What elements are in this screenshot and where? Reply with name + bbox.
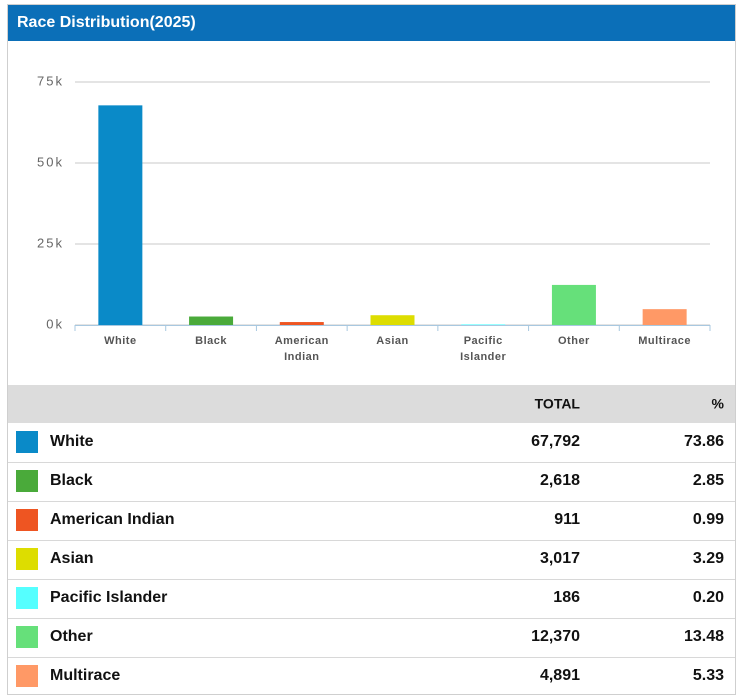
total-header: TOTAL	[535, 396, 581, 412]
row-name: Other	[50, 628, 93, 645]
row-total: 67,792	[531, 433, 580, 450]
legend-swatch	[16, 587, 38, 609]
bar	[642, 309, 687, 325]
bar	[370, 315, 415, 325]
x-tick-label: Pacific Islander	[460, 335, 506, 363]
bar	[98, 105, 143, 326]
row-name: Asian	[50, 550, 94, 567]
x-tick-label: White	[104, 335, 136, 347]
row-total: 2,618	[540, 472, 580, 489]
y-tick-label: 0k	[46, 316, 64, 331]
row-name: American Indian	[50, 511, 174, 528]
row-total: 911	[554, 511, 580, 528]
y-tick-label: 75k	[37, 73, 64, 88]
bar	[551, 284, 596, 325]
percent-header: %	[712, 396, 725, 412]
table-header	[8, 385, 735, 423]
x-tick-label: American Indian	[275, 335, 329, 363]
legend-swatch	[16, 509, 38, 531]
header-bar	[8, 5, 735, 41]
row-percent: 5.33	[693, 667, 724, 684]
x-tick-label: Multirace	[638, 335, 691, 347]
legend-swatch	[16, 470, 38, 492]
legend-swatch	[16, 665, 38, 687]
legend-swatch	[16, 626, 38, 648]
x-tick-label: Black	[195, 335, 227, 347]
row-name: White	[50, 433, 94, 450]
row-total: 3,017	[540, 550, 580, 567]
row-percent: 0.20	[693, 589, 724, 606]
y-tick-label: 25k	[37, 235, 64, 250]
legend-swatch	[16, 431, 38, 453]
row-name: Pacific Islander	[50, 589, 167, 606]
bar	[189, 316, 234, 325]
bar	[279, 322, 324, 325]
row-percent: 73.86	[684, 433, 724, 450]
row-name: Multirace	[50, 667, 120, 684]
row-percent: 2.85	[693, 472, 724, 489]
y-tick-label: 50k	[37, 154, 64, 169]
x-tick-label: Asian	[376, 335, 408, 347]
chart-title: Race Distribution(2025)	[17, 14, 196, 31]
row-total: 12,370	[531, 628, 580, 645]
row-total: 4,891	[540, 667, 580, 684]
x-tick-label: Other	[558, 335, 590, 347]
row-percent: 3.29	[693, 550, 724, 567]
row-percent: 13.48	[684, 628, 724, 645]
row-percent: 0.99	[693, 511, 724, 528]
legend-swatch	[16, 548, 38, 570]
row-total: 186	[553, 589, 580, 606]
row-name: Black	[50, 472, 93, 489]
bar	[461, 324, 506, 325]
